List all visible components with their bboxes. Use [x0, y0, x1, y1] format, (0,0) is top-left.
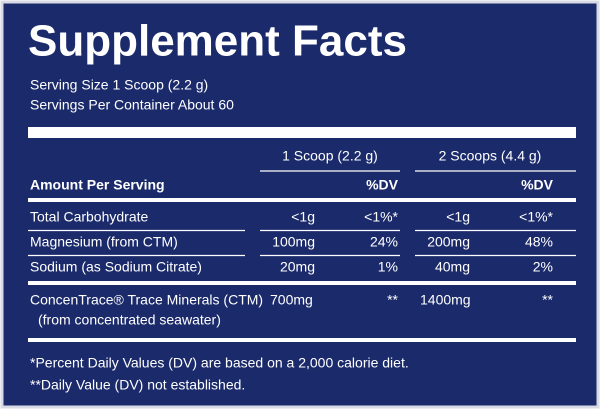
- ctm-label: ConcenTrace® Trace Minerals (CTM): [30, 292, 263, 308]
- dv-header: %DV: [521, 177, 554, 193]
- title: Supplement Facts: [28, 17, 407, 66]
- footnote: **Daily Value (DV) not established.: [30, 377, 245, 393]
- medium-rule: [28, 338, 576, 342]
- cell: **: [542, 292, 553, 308]
- cell: 24%: [370, 234, 398, 250]
- cell: 48%: [525, 234, 553, 250]
- nutrient-rows: Total Carbohydrate <1g <1%* <1g <1%* Magnesiu…: [28, 209, 576, 275]
- row-label: Total Carbohydrate: [30, 209, 149, 225]
- cell: **: [387, 292, 398, 308]
- cell: <1%*: [519, 209, 553, 225]
- cell: <1%*: [364, 209, 398, 225]
- column-header: 2 Scoops (4.4 g): [439, 148, 542, 164]
- column-header: 1 Scoop (2.2 g): [282, 148, 378, 164]
- medium-rule: [28, 281, 576, 285]
- row-label: Sodium (as Sodium Citrate): [30, 259, 202, 275]
- cell: 40mg: [435, 259, 470, 275]
- medium-rule: [28, 198, 576, 202]
- cell: <1g: [291, 209, 315, 225]
- cell: 100mg: [272, 234, 315, 250]
- ctm-sublabel: (from concentrated seawater): [38, 312, 221, 328]
- cell: 1400mg: [420, 292, 471, 308]
- cell: 2%: [533, 259, 553, 275]
- servings-per-container: Servings Per Container About 60: [30, 97, 234, 113]
- dv-header: %DV: [366, 177, 399, 193]
- cell: 200mg: [427, 234, 470, 250]
- serving-size: Serving Size 1 Scoop (2.2 g): [30, 77, 208, 93]
- footnote: *Percent Daily Values (DV) are based on …: [30, 355, 409, 371]
- amount-header: Amount Per Serving: [30, 177, 165, 193]
- row-label: Magnesium (from CTM): [30, 234, 178, 250]
- cell: <1g: [446, 209, 470, 225]
- cell: 1%: [378, 259, 398, 275]
- cell: 20mg: [280, 259, 315, 275]
- cell: 700mg: [270, 292, 313, 308]
- thick-rule: [28, 127, 576, 138]
